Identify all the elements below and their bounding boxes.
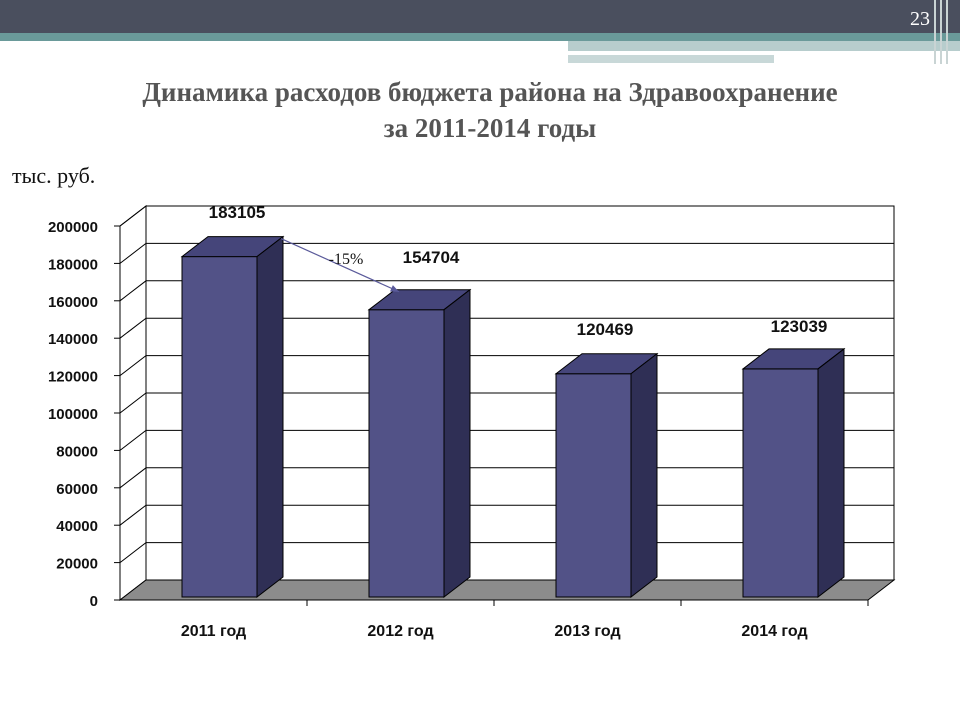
data-label: 154704: [403, 248, 460, 267]
decor-stripe: [0, 33, 960, 41]
gridline: [119, 242, 894, 264]
y-tick-label: 200000: [48, 219, 98, 236]
decor-stripe: [568, 41, 960, 51]
annotation-arrow: [280, 238, 400, 293]
bar-side: [443, 288, 471, 599]
bar-side: [630, 352, 658, 599]
slide-number: 23: [910, 8, 930, 30]
y-tick-label: 120000: [48, 369, 98, 386]
data-label: 183105: [209, 203, 266, 222]
gridline: [119, 205, 894, 227]
annotation-label: -15%: [329, 251, 364, 268]
y-tick-label: 100000: [48, 406, 98, 423]
data-label: 123039: [771, 317, 828, 336]
title-line-1: Динамика расходов бюджета района на Здра…: [142, 77, 838, 107]
top-bar: 23: [0, 0, 960, 33]
bar-side: [256, 235, 284, 599]
bar: [368, 309, 445, 598]
y-tick-label: 40000: [56, 518, 98, 535]
decor-line: [940, 0, 942, 64]
gridline: [119, 280, 894, 302]
y-tick-label: 20000: [56, 556, 98, 573]
decor-line: [934, 0, 936, 64]
annotation-arrowhead: [390, 285, 399, 292]
x-tick-label: 2011 год: [181, 623, 246, 640]
y-tick-label: 0: [90, 593, 98, 610]
y-tick-label: 140000: [48, 331, 98, 348]
gridline: [119, 317, 894, 339]
unit-label: тыс. руб.: [12, 163, 96, 188]
bar: [555, 373, 632, 598]
slide-title: Динамика расходов бюджета района на Здра…: [40, 74, 940, 146]
bar-side: [817, 347, 845, 599]
y-tick-label: 80000: [56, 443, 98, 460]
x-tick-label: 2013 год: [554, 623, 620, 640]
x-tick-label: 2014 год: [741, 623, 807, 640]
y-tick-label: 60000: [56, 481, 98, 498]
decor-stripe: [568, 55, 774, 63]
x-tick-label: 2012 год: [367, 623, 433, 640]
decor-line: [946, 0, 948, 64]
title-line-2: за 2011-2014 годы: [383, 113, 597, 143]
bar: [742, 368, 819, 598]
y-tick-label: 160000: [48, 294, 98, 311]
y-tick-label: 180000: [48, 256, 98, 273]
data-label: 120469: [577, 320, 634, 339]
bar: [181, 256, 258, 598]
